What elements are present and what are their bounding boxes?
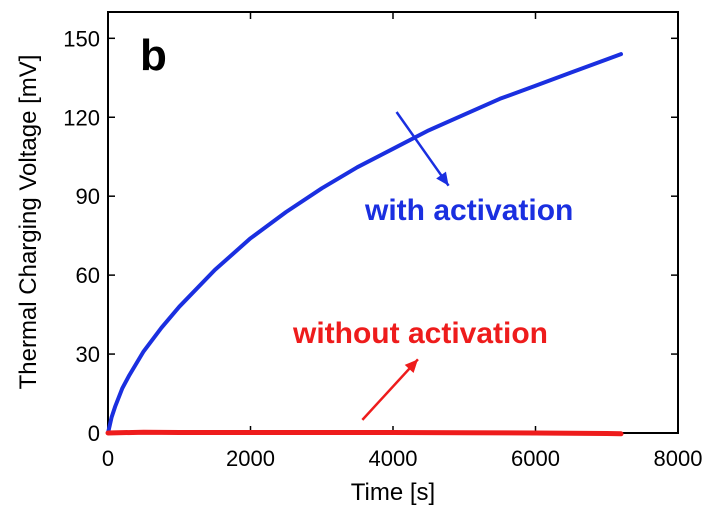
panel-label: b (140, 31, 167, 80)
y-tick-label: 60 (76, 263, 100, 288)
x-tick-label: 0 (102, 446, 114, 471)
annotation-arrowhead-with-activation (436, 171, 449, 186)
x-tick-label: 8000 (654, 446, 703, 471)
y-tick-label: 150 (63, 26, 100, 51)
y-tick-label: 0 (88, 421, 100, 446)
y-axis-ticks: 0 30 60 90 120 150 (63, 26, 678, 446)
y-axis-label: Thermal Charging Voltage [mV] (15, 55, 42, 390)
x-tick-label: 6000 (511, 446, 560, 471)
annotation-with-activation: with activation (364, 194, 573, 227)
x-axis-label: Time [s] (351, 479, 435, 506)
x-tick-label: 2000 (226, 446, 275, 471)
y-tick-label: 30 (76, 342, 100, 367)
series-layer (105, 52, 624, 437)
series-line-without-activation (105, 429, 624, 437)
annotation-without-activation: without activation (292, 317, 548, 350)
x-tick-label: 4000 (369, 446, 418, 471)
x-axis-ticks: 0 2000 4000 6000 8000 (102, 12, 703, 471)
annotation-arrowhead-without-activation (404, 359, 418, 373)
y-tick-label: 120 (63, 105, 100, 130)
annotation-arrow-without-activation (361, 358, 419, 421)
annotation-layer: with activation without activation (292, 111, 573, 421)
y-tick-label: 90 (76, 184, 100, 209)
annotation-arrow-with-activation (395, 111, 450, 187)
series-line-with-activation (106, 52, 623, 435)
